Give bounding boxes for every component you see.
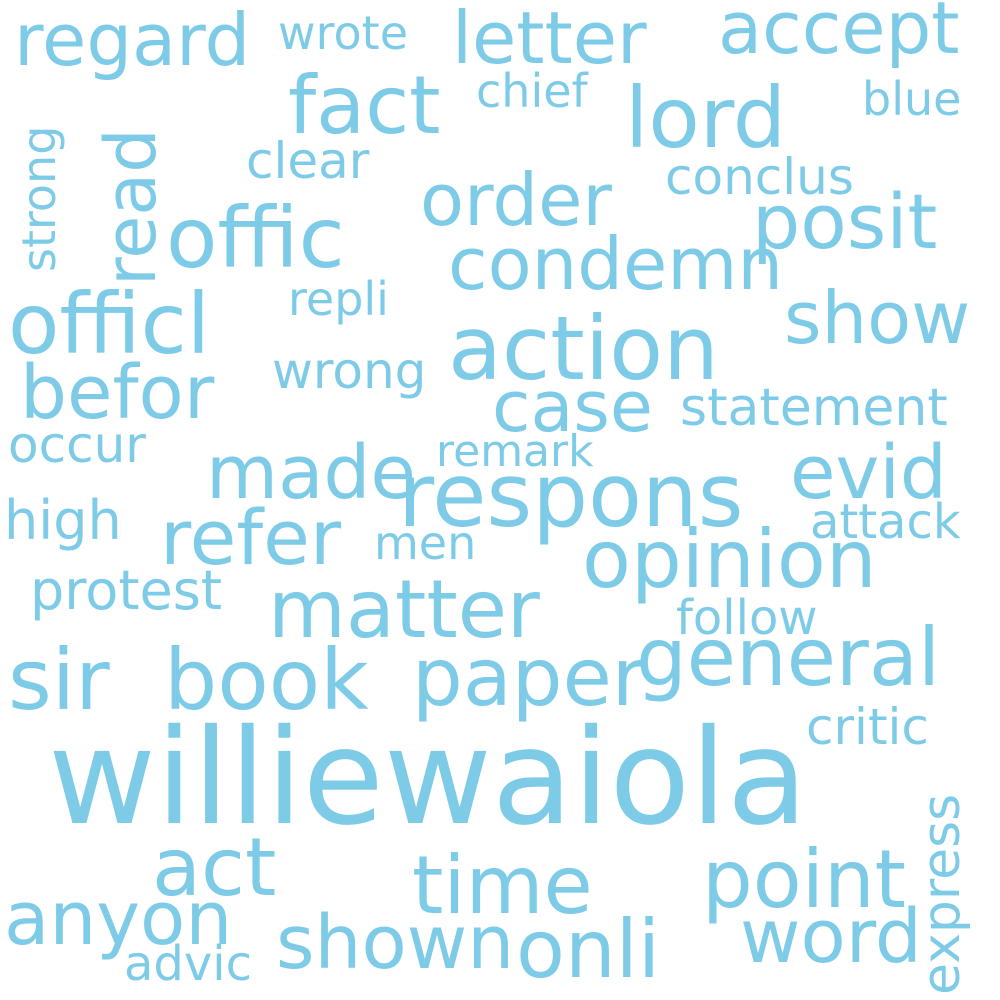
word: williewaiola <box>48 701 808 855</box>
word: onli <box>516 903 661 996</box>
word: condemn <box>448 222 784 306</box>
word: respons <box>398 444 744 547</box>
word: wrote <box>278 6 409 60</box>
word: wrong <box>272 342 427 400</box>
word: repli <box>288 272 389 326</box>
word: posit <box>752 177 938 266</box>
word: express <box>912 793 972 995</box>
word: refer <box>160 493 342 582</box>
word: action <box>448 297 719 400</box>
word: act <box>152 821 277 914</box>
word: men <box>374 516 477 570</box>
word: remark <box>436 426 594 477</box>
word: read <box>90 128 172 286</box>
word: strong <box>12 125 66 272</box>
word: offic <box>166 189 345 287</box>
word: protest <box>30 559 223 622</box>
word: case <box>492 366 653 448</box>
word: accept <box>718 0 960 70</box>
word: lord <box>625 69 787 167</box>
word: chief <box>476 64 588 118</box>
word: anyon <box>4 876 233 962</box>
word: conclus <box>665 148 854 206</box>
word: officl <box>8 275 211 373</box>
word: matter <box>268 563 540 656</box>
word: attack <box>810 494 961 550</box>
word: order <box>420 158 612 242</box>
word: general <box>636 611 941 704</box>
word: time <box>412 839 593 932</box>
word: opinion <box>582 513 877 606</box>
word: occur <box>8 416 146 474</box>
word: clear <box>246 132 370 190</box>
word: point <box>702 833 907 926</box>
word: word <box>740 894 922 980</box>
word: made <box>206 430 416 516</box>
word: advic <box>124 936 253 992</box>
word: critic <box>806 698 929 756</box>
word: blue <box>862 72 962 126</box>
word: befor <box>20 350 215 436</box>
word: regard <box>14 0 251 82</box>
word: fact <box>288 59 441 152</box>
word: paper <box>412 631 645 724</box>
word: book <box>164 631 369 729</box>
word: letter <box>452 0 647 80</box>
word: high <box>4 489 122 552</box>
word: shown <box>276 900 515 986</box>
word: evid <box>790 430 947 516</box>
word: follow <box>676 590 818 646</box>
word: show <box>784 276 971 360</box>
word: statement <box>680 378 948 438</box>
word: sir <box>8 631 110 729</box>
